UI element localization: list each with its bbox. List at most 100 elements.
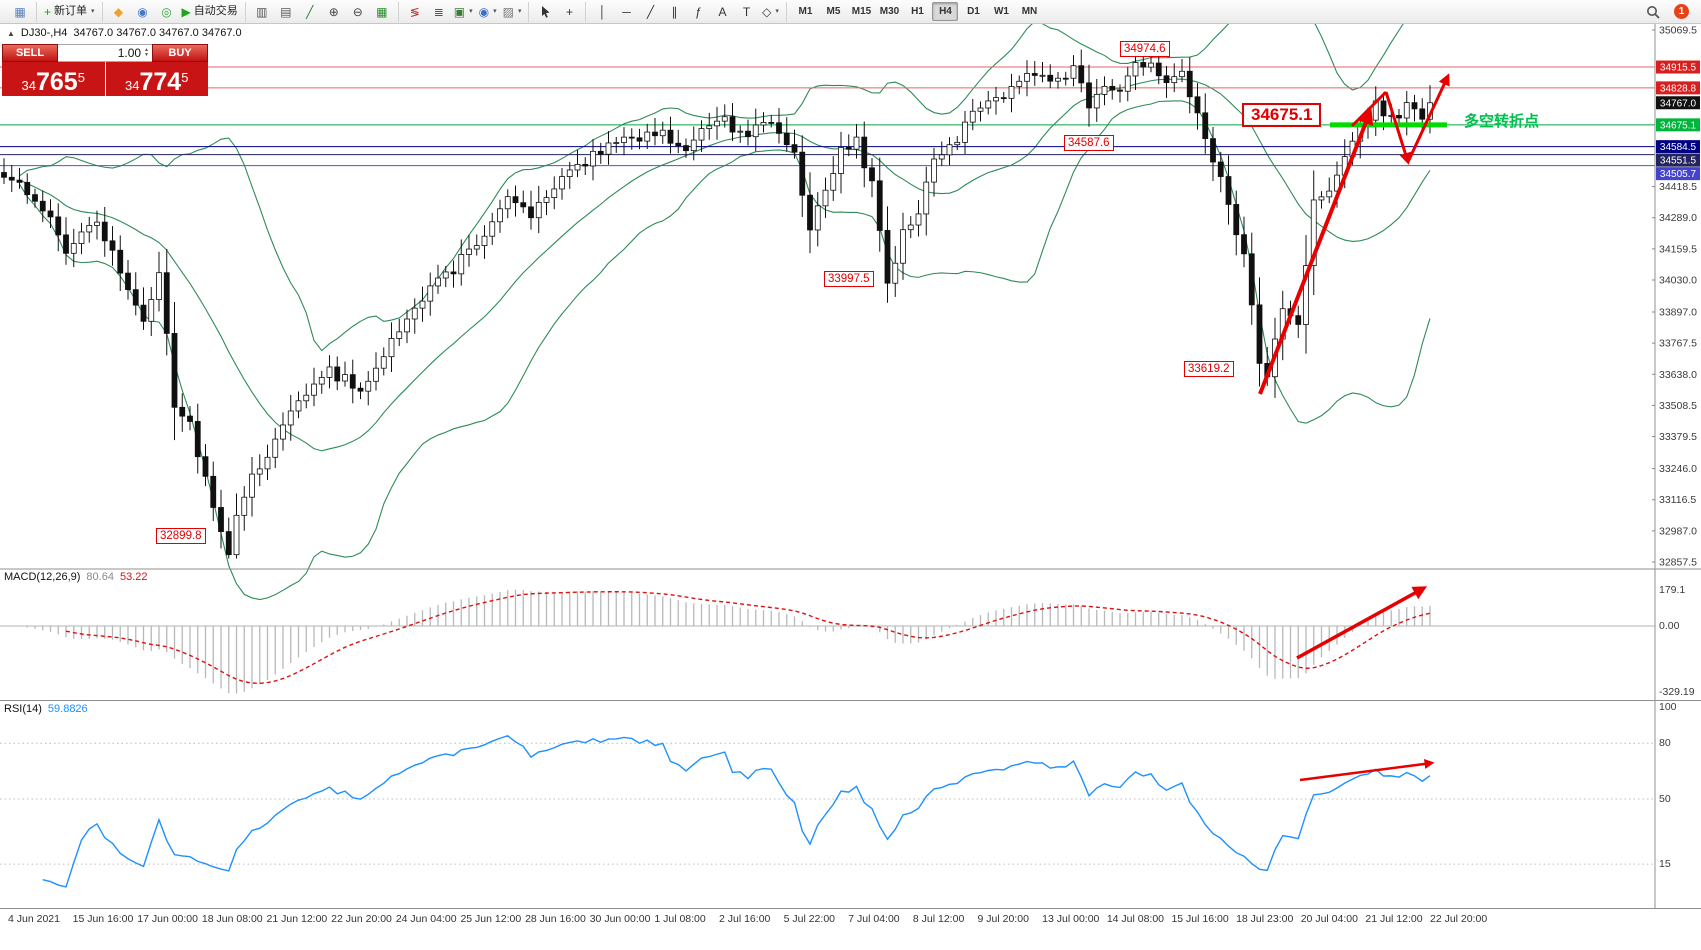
vertical-line-icon[interactable]: │ xyxy=(598,4,607,19)
zoom-out-icon[interactable]: ⊖ xyxy=(352,4,363,19)
panel-separators xyxy=(0,24,1701,909)
indicator-windows-icon[interactable]: ≣ xyxy=(433,4,444,19)
svg-text:34505.7: 34505.7 xyxy=(1660,169,1697,180)
timeframe-mn[interactable]: MN xyxy=(1021,6,1038,17)
market-watch-icon[interactable]: ◉ xyxy=(137,4,148,19)
horizontal-level-lines[interactable] xyxy=(0,66,1655,167)
svg-text:34828.8: 34828.8 xyxy=(1660,83,1697,94)
community-icon[interactable]: ◎ xyxy=(161,4,172,19)
timeframe-h1[interactable]: H1 xyxy=(911,6,924,17)
price-tag: 34551.5 xyxy=(1656,153,1700,167)
candlestick-chart-icon[interactable]: ▤ xyxy=(280,4,292,19)
candlesticks xyxy=(1,47,1433,559)
sell-button[interactable]: SELL xyxy=(2,44,58,62)
price-tag: 34505.7 xyxy=(1656,167,1700,181)
buy-price-prefix: 34 xyxy=(125,77,140,93)
rsi-indicator xyxy=(0,734,1655,888)
timeframe-d1[interactable]: D1 xyxy=(967,6,980,17)
horizontal-line-icon[interactable]: ─ xyxy=(622,4,631,19)
sell-price[interactable]: 34 765 5 xyxy=(2,62,106,96)
svg-text:5 Jul 22:00: 5 Jul 22:00 xyxy=(784,913,836,925)
buy-price[interactable]: 34 774 5 xyxy=(106,62,209,96)
svg-text:34030.0: 34030.0 xyxy=(1659,275,1697,287)
arrows-icon[interactable]: ◇ ▾ xyxy=(762,4,779,19)
fibonacci-icon[interactable]: ƒ xyxy=(695,4,702,19)
rsi-value: 59.8826 xyxy=(47,703,88,715)
zoom-in-icon[interactable]: ⊕ xyxy=(328,4,339,19)
chart-area[interactable]: 35069.5 34418.5 34289.0 34159.5 34030.0 33897… xyxy=(0,24,1701,950)
cursor-icon[interactable] xyxy=(534,3,556,21)
chart-window-icon[interactable]: ▦ xyxy=(14,4,26,19)
key-level-label[interactable]: 34675.1 xyxy=(1242,103,1322,127)
timeframe-m15[interactable]: M15 xyxy=(851,6,872,17)
svg-text:9 Jul 20:00: 9 Jul 20:00 xyxy=(978,913,1030,925)
svg-text:15 Jun 16:00: 15 Jun 16:00 xyxy=(73,913,134,925)
search-icon[interactable] xyxy=(1642,3,1664,21)
timeframe-w1[interactable]: W1 xyxy=(993,6,1009,17)
chart-canvas[interactable]: 35069.5 34418.5 34289.0 34159.5 34030.0 33897… xyxy=(0,24,1701,950)
period-icon[interactable]: ◉ ▾ xyxy=(478,4,497,19)
bar-chart-icon[interactable]: ▥ xyxy=(256,4,268,19)
timeframe-m1[interactable]: M1 xyxy=(798,6,813,17)
timeframe-h4[interactable]: H4 xyxy=(932,2,959,21)
notification-badge[interactable]: 1 xyxy=(1674,4,1689,19)
sell-price-prefix: 34 xyxy=(21,77,36,93)
price-annotation[interactable]: 34587.6 xyxy=(1064,135,1114,151)
svg-text:32857.5: 32857.5 xyxy=(1659,557,1697,569)
timeframe-m5[interactable]: M5 xyxy=(826,6,841,17)
svg-text:15: 15 xyxy=(1659,858,1671,870)
svg-text:34915.5: 34915.5 xyxy=(1660,63,1697,74)
autotrading-button[interactable]: ▶ 自动交易 xyxy=(181,4,238,19)
indicators-icon[interactable]: ≶ xyxy=(409,4,420,19)
toolbar: ▦ + 新订单 ▾ ◆ ◉ ◎ ▶ 自动交易 ▥ ▤ ╱ ⊕ ⊖ ▦ ≶ ≣ ▣ ▾ ◉ ▾ ▨ ▾ + │ ─ ╱ ∥ ƒ A T ◇ ▾ M1… xyxy=(0,0,1701,24)
price-annotation[interactable]: 32899.8 xyxy=(156,528,206,544)
price-tag: 34675.1 xyxy=(1656,118,1700,132)
volume-up-icon[interactable]: ▲ xyxy=(144,47,149,53)
svg-text:32987.0: 32987.0 xyxy=(1659,525,1697,537)
trendline-icon[interactable]: ╱ xyxy=(646,4,655,19)
text-icon[interactable]: A xyxy=(718,4,727,19)
price-annotation[interactable]: 33619.2 xyxy=(1184,361,1234,377)
price-tag: 34828.8 xyxy=(1656,81,1700,95)
sell-price-sup: 5 xyxy=(77,70,85,85)
turning-point-label[interactable]: 多空转折点 xyxy=(1464,113,1540,130)
macd-signal-value: 53.22 xyxy=(119,571,148,583)
price-axis[interactable]: 35069.5 34418.5 34289.0 34159.5 34030.0 33897… xyxy=(1652,25,1700,871)
timeframe-m30[interactable]: M30 xyxy=(879,6,900,17)
svg-text:25 Jun 12:00: 25 Jun 12:00 xyxy=(460,913,521,925)
crosshair-icon[interactable]: + xyxy=(565,4,573,19)
rsi-title: RSI(14) xyxy=(4,703,42,715)
svg-text:33116.5: 33116.5 xyxy=(1659,494,1696,506)
svg-text:34584.5: 34584.5 xyxy=(1660,142,1697,153)
svg-text:2 Jul 16:00: 2 Jul 16:00 xyxy=(719,913,771,925)
svg-text:33638.0: 33638.0 xyxy=(1659,369,1697,381)
text-label-icon[interactable]: T xyxy=(742,4,751,19)
volume-field[interactable]: 1.00 ▲ ▼ xyxy=(58,44,152,62)
new-order-button[interactable]: + 新订单 ▾ xyxy=(44,4,95,19)
chart-properties-icon[interactable]: ▨ ▾ xyxy=(502,4,522,19)
macd-title: MACD(12,26,9) xyxy=(4,571,81,583)
buy-button[interactable]: BUY xyxy=(152,44,208,62)
volume-down-icon[interactable]: ▼ xyxy=(144,52,149,58)
tile-windows-icon[interactable]: ▦ xyxy=(376,4,388,19)
buy-price-sup: 5 xyxy=(181,70,189,85)
new-chart-icon[interactable]: ▣ ▾ xyxy=(453,4,473,19)
macd-label: MACD(12,26,9) 80.64 53.22 xyxy=(4,571,147,583)
price-tag: 34915.5 xyxy=(1656,60,1700,74)
price-annotation[interactable]: 33997.5 xyxy=(824,271,874,287)
svg-text:34289.0: 34289.0 xyxy=(1659,212,1697,224)
macd-main-value: 80.64 xyxy=(86,571,114,583)
chart-caption: ▲ DJ30-,H4 34767.0 34767.0 34767.0 34767… xyxy=(7,27,242,39)
svg-text:21 Jul 12:00: 21 Jul 12:00 xyxy=(1365,913,1422,925)
metaquotes-icon[interactable]: ◆ xyxy=(113,4,124,19)
svg-text:20 Jul 04:00: 20 Jul 04:00 xyxy=(1301,913,1358,925)
line-chart-icon[interactable]: ╱ xyxy=(306,4,314,19)
svg-text:50: 50 xyxy=(1659,793,1671,805)
time-axis[interactable]: 4 Jun 2021 15 Jun 16:00 17 Jun 00:00 18 Jun… xyxy=(8,913,1487,925)
trend-arrows[interactable] xyxy=(1258,73,1450,782)
equidistant-channel-icon[interactable]: ∥ xyxy=(671,4,678,19)
price-annotation[interactable]: 34974.6 xyxy=(1120,41,1170,57)
svg-text:34159.5: 34159.5 xyxy=(1659,243,1697,255)
svg-text:33767.5: 33767.5 xyxy=(1659,338,1697,350)
